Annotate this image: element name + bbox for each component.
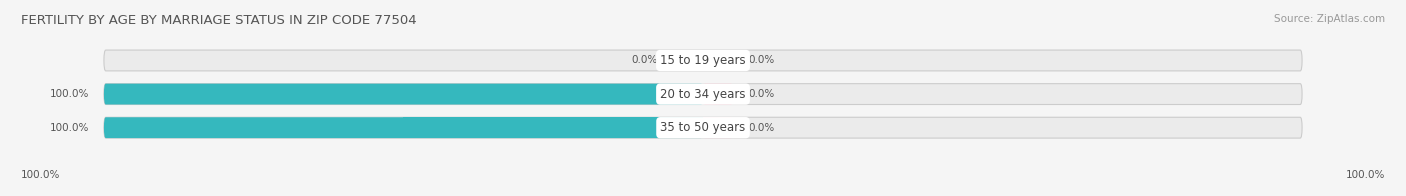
Bar xyxy=(688,50,703,71)
Text: 0.0%: 0.0% xyxy=(748,89,775,99)
Text: 100.0%: 100.0% xyxy=(49,89,89,99)
Text: 15 to 19 years: 15 to 19 years xyxy=(661,54,745,67)
Text: 0.0%: 0.0% xyxy=(748,55,775,65)
FancyBboxPatch shape xyxy=(104,50,1302,71)
Text: FERTILITY BY AGE BY MARRIAGE STATUS IN ZIP CODE 77504: FERTILITY BY AGE BY MARRIAGE STATUS IN Z… xyxy=(21,14,416,27)
Text: 0.0%: 0.0% xyxy=(748,123,775,133)
Text: 35 to 50 years: 35 to 50 years xyxy=(661,121,745,134)
Text: Source: ZipAtlas.com: Source: ZipAtlas.com xyxy=(1274,14,1385,24)
Bar xyxy=(703,84,718,104)
Text: 0.0%: 0.0% xyxy=(631,55,658,65)
FancyBboxPatch shape xyxy=(104,84,1302,104)
Bar xyxy=(703,117,718,138)
Bar xyxy=(404,84,703,104)
Text: 100.0%: 100.0% xyxy=(1346,170,1385,180)
FancyBboxPatch shape xyxy=(703,50,733,71)
FancyBboxPatch shape xyxy=(104,84,703,104)
FancyBboxPatch shape xyxy=(703,84,733,104)
Text: 100.0%: 100.0% xyxy=(21,170,60,180)
FancyBboxPatch shape xyxy=(703,117,733,138)
Bar xyxy=(703,50,718,71)
Text: 20 to 34 years: 20 to 34 years xyxy=(661,88,745,101)
Text: 100.0%: 100.0% xyxy=(49,123,89,133)
FancyBboxPatch shape xyxy=(104,117,1302,138)
FancyBboxPatch shape xyxy=(104,117,703,138)
FancyBboxPatch shape xyxy=(673,50,703,71)
Bar xyxy=(404,117,703,138)
